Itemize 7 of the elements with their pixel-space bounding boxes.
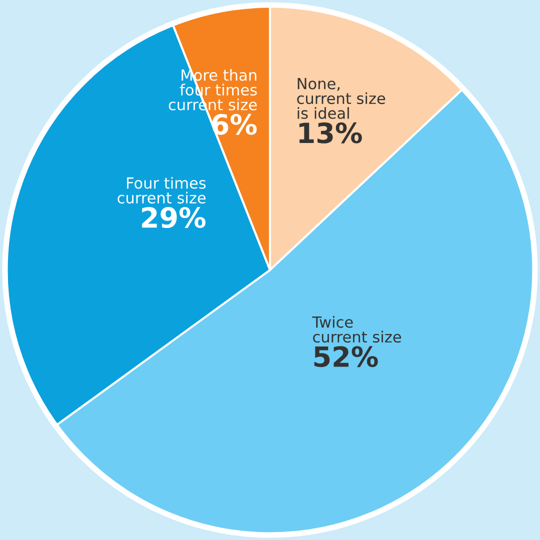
slice-label: Four times current size <box>118 176 206 204</box>
data-label: 29% <box>142 207 206 228</box>
data-label: 13% <box>299 122 362 144</box>
slice-label: None, current size is ideal <box>297 78 386 119</box>
data-label: 52% <box>314 346 378 368</box>
slice-label: Twice current size <box>312 316 402 343</box>
data-label: 6% <box>212 114 257 135</box>
